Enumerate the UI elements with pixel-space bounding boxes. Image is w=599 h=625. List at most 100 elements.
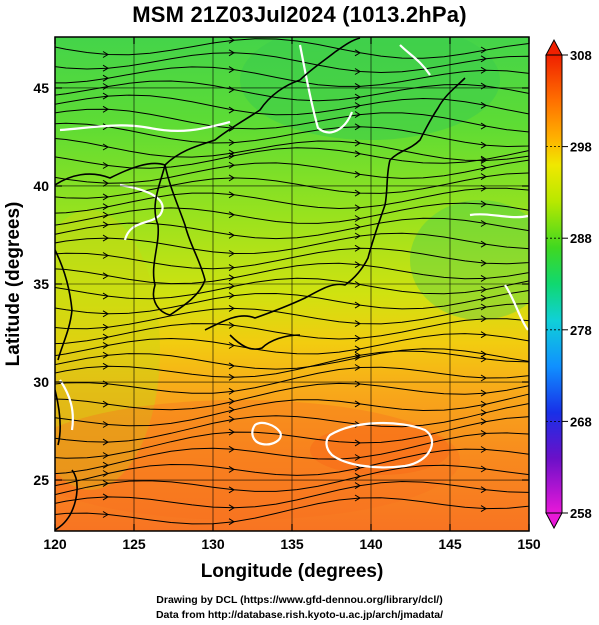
streamline-arrowhead xyxy=(480,355,487,363)
streamline-arrowhead xyxy=(480,164,487,172)
streamline-arrowhead xyxy=(102,272,109,280)
streamline-arrowhead xyxy=(354,49,361,57)
streamline-arrowhead xyxy=(102,221,109,229)
streamline xyxy=(55,108,529,133)
streamline xyxy=(55,232,529,255)
streamline-arrowhead xyxy=(228,124,235,132)
streamline-arrowhead xyxy=(354,111,361,119)
streamline-arrowhead xyxy=(102,351,109,359)
streamline-arrowhead xyxy=(354,223,361,231)
streamline-arrowhead xyxy=(480,173,487,181)
streamline-arrowhead xyxy=(480,389,487,397)
streamline-arrowhead xyxy=(228,415,235,423)
streamline-arrowhead xyxy=(228,250,235,257)
streamline-arrowhead xyxy=(228,342,235,349)
streamline xyxy=(55,393,529,427)
streamline-arrowhead xyxy=(480,274,487,282)
streamline-arrowhead xyxy=(480,122,487,130)
streamline-arrowhead xyxy=(480,400,487,408)
streamline-arrowhead xyxy=(228,406,235,414)
colorbar-tick-label: 278 xyxy=(570,323,592,338)
streamline-arrowhead xyxy=(102,211,109,219)
streamline-arrowhead xyxy=(480,141,487,149)
streamline-arrowhead xyxy=(228,231,235,239)
streamline-arrowhead xyxy=(480,486,487,494)
colorbar-tick-label: 268 xyxy=(570,414,592,429)
streamline-arrowhead xyxy=(228,37,235,44)
streamline-arrowhead xyxy=(228,161,235,169)
x-axis-label: Longitude (degrees) xyxy=(201,561,384,582)
streamline-arrowhead xyxy=(228,139,235,147)
streamline-arrowhead xyxy=(354,215,361,222)
streamline-arrowhead xyxy=(354,482,361,490)
streamline-arrowhead xyxy=(102,234,109,242)
streamline-arrowhead xyxy=(480,66,487,74)
streamline-arrowhead xyxy=(102,333,109,341)
streamline-arrowhead xyxy=(480,286,487,293)
streamline xyxy=(55,497,529,525)
streamline-arrowhead xyxy=(354,170,361,178)
y-axis-label: Latitude (degrees) xyxy=(3,202,24,367)
streamline-arrowhead xyxy=(354,232,361,240)
streamline-arrowhead xyxy=(354,189,361,197)
y-tick-label: 25 xyxy=(33,472,49,488)
streamline-arrowhead xyxy=(354,464,361,472)
streamline-arrowhead xyxy=(228,152,235,160)
streamline-arrowhead xyxy=(354,123,361,131)
streamline-arrowhead xyxy=(102,461,109,469)
streamline-arrowhead xyxy=(480,350,487,358)
streamline-arrowhead xyxy=(480,409,487,417)
streamline-arrowhead xyxy=(228,397,235,405)
streamline xyxy=(55,94,529,116)
streamline-arrowhead xyxy=(228,174,235,182)
x-tick-label: 125 xyxy=(122,536,146,552)
streamline-arrowhead xyxy=(480,155,487,163)
streamline-arrowhead xyxy=(354,400,361,408)
streamline-arrowhead xyxy=(228,274,235,282)
streamline-arrowhead xyxy=(228,486,235,494)
streamline xyxy=(55,172,529,199)
streamline-arrowhead xyxy=(480,101,487,109)
streamline-arrowhead xyxy=(102,421,109,428)
streamline-arrowhead xyxy=(102,162,109,169)
x-axis-ticks: 120 125 130 135 140 145 150 xyxy=(43,37,541,552)
streamline xyxy=(55,382,529,411)
streamline-arrowhead xyxy=(480,429,487,437)
y-axis-ticks: 25 30 35 40 45 xyxy=(33,80,529,488)
streamline xyxy=(55,138,529,162)
streamline-arrowhead xyxy=(354,261,361,269)
streamline-arrowhead xyxy=(354,494,361,502)
streamline-arrowhead xyxy=(228,304,235,312)
streamline-arrowhead xyxy=(228,211,235,219)
map-title: MSM 21Z03Jul2024 (1013.2hPa) xyxy=(132,2,467,27)
streamline-arrowhead xyxy=(102,362,109,370)
y-tick-label: 35 xyxy=(33,276,49,292)
colorbar-ticks: 308 298 288 278 268 258 xyxy=(546,48,592,521)
streamline xyxy=(55,52,529,74)
streamline-arrowhead xyxy=(354,150,361,158)
streamline xyxy=(55,277,529,300)
streamline xyxy=(55,366,529,394)
streamline-arrowhead xyxy=(354,281,361,288)
credit-data-source: Data from http://database.rish.kyoto-u.a… xyxy=(155,609,444,621)
streamline xyxy=(55,290,529,315)
credit-drawing: Drawing by DCL (https://www.gfd-dennou.o… xyxy=(156,594,443,606)
streamline-arrowhead xyxy=(354,320,361,328)
streamline-arrowhead xyxy=(102,51,109,58)
streamline-arrowhead xyxy=(102,193,109,201)
y-tick-label: 40 xyxy=(33,178,49,194)
colorbar-tick-label: 298 xyxy=(570,140,592,155)
y-tick-label: 30 xyxy=(33,374,49,390)
streamline-arrowhead xyxy=(228,191,235,199)
streamline-arrowhead xyxy=(354,301,361,309)
streamline-arrowhead xyxy=(354,353,361,361)
streamline-arrowhead xyxy=(228,373,235,381)
streamline-arrowhead xyxy=(480,374,487,382)
streamline-arrowhead xyxy=(354,139,361,147)
isotherm-contours xyxy=(59,44,529,469)
streamline-arrowhead xyxy=(354,102,361,110)
streamline xyxy=(55,416,529,459)
streamline-arrowhead xyxy=(228,149,235,157)
streamline xyxy=(55,302,529,330)
